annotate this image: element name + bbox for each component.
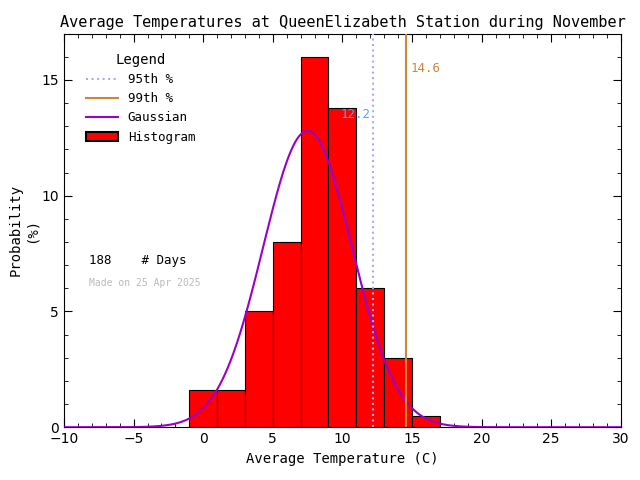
Bar <box>356 288 384 427</box>
Bar <box>273 242 301 427</box>
Text: 188    # Days: 188 # Days <box>89 254 186 267</box>
Text: 14.6: 14.6 <box>411 62 440 75</box>
Title: Average Temperatures at QueenElizabeth Station during November: Average Temperatures at QueenElizabeth S… <box>60 15 625 30</box>
Text: 12.2: 12.2 <box>340 108 370 121</box>
Bar <box>412 416 440 427</box>
Bar <box>189 390 217 427</box>
Text: Made on 25 Apr 2025: Made on 25 Apr 2025 <box>89 277 201 288</box>
X-axis label: Average Temperature (C): Average Temperature (C) <box>246 452 438 466</box>
Bar <box>245 312 273 427</box>
Bar <box>217 390 245 427</box>
Bar <box>384 358 412 427</box>
Y-axis label: Probability
(%): Probability (%) <box>8 184 39 276</box>
Bar <box>301 57 328 427</box>
Legend: 95th %, 99th %, Gaussian, Histogram: 95th %, 99th %, Gaussian, Histogram <box>81 48 200 149</box>
Bar <box>328 108 356 427</box>
